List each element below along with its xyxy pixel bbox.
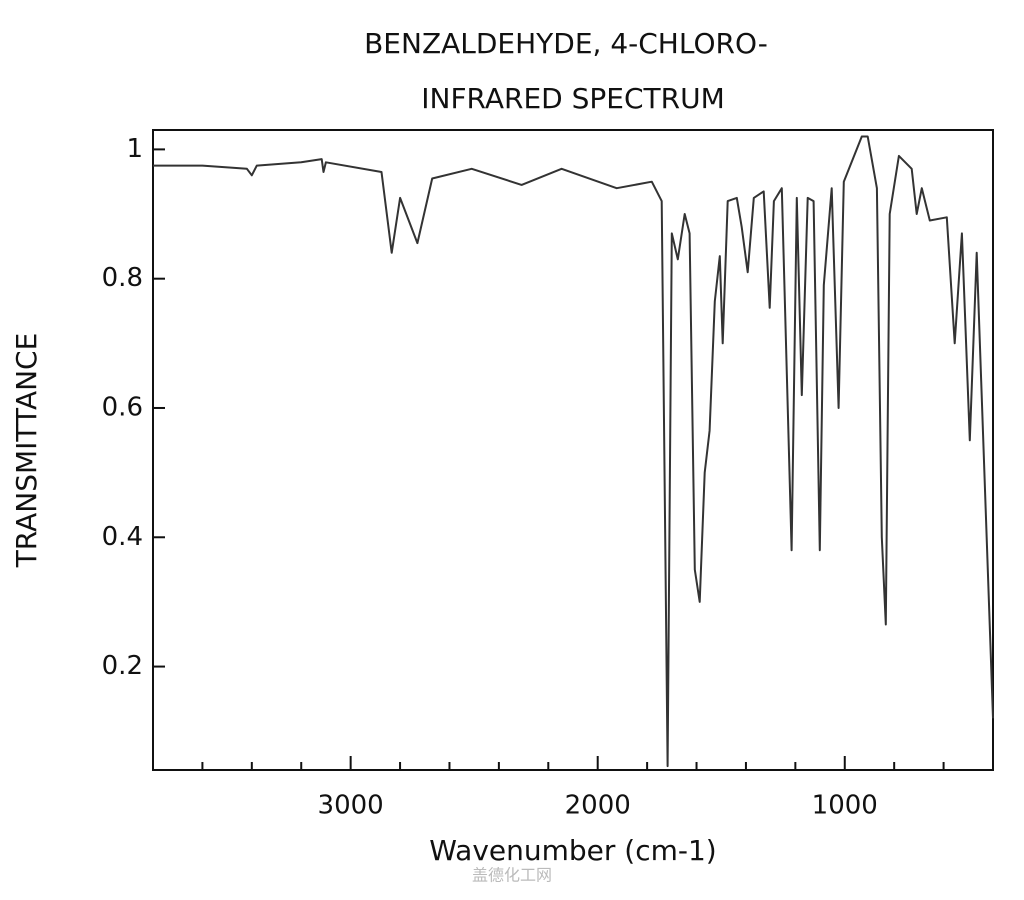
y-axis-label: TRANSMITTANCE — [10, 333, 43, 569]
y-tick-label: 0.4 — [102, 522, 143, 552]
spectrum-line — [153, 135, 994, 768]
chart-subtitle: INFRARED SPECTRUM — [421, 82, 725, 115]
x-tick-label: 1000 — [812, 791, 878, 821]
plot-frame — [152, 129, 994, 771]
x-axis-label: Wavenumber (cm-1) — [429, 834, 716, 867]
x-tick-label: 2000 — [565, 791, 631, 821]
y-tick-label: 0.6 — [102, 392, 143, 422]
y-tick-label: 0.2 — [102, 651, 143, 681]
y-tick-label: 0.8 — [102, 263, 143, 293]
y-tick-label: 1 — [126, 134, 143, 164]
x-tick-label: 3000 — [318, 791, 384, 821]
watermark: 盖德化工网 — [472, 866, 552, 885]
chart-title: BENZALDEHYDE, 4-CHLORO- — [364, 27, 768, 60]
